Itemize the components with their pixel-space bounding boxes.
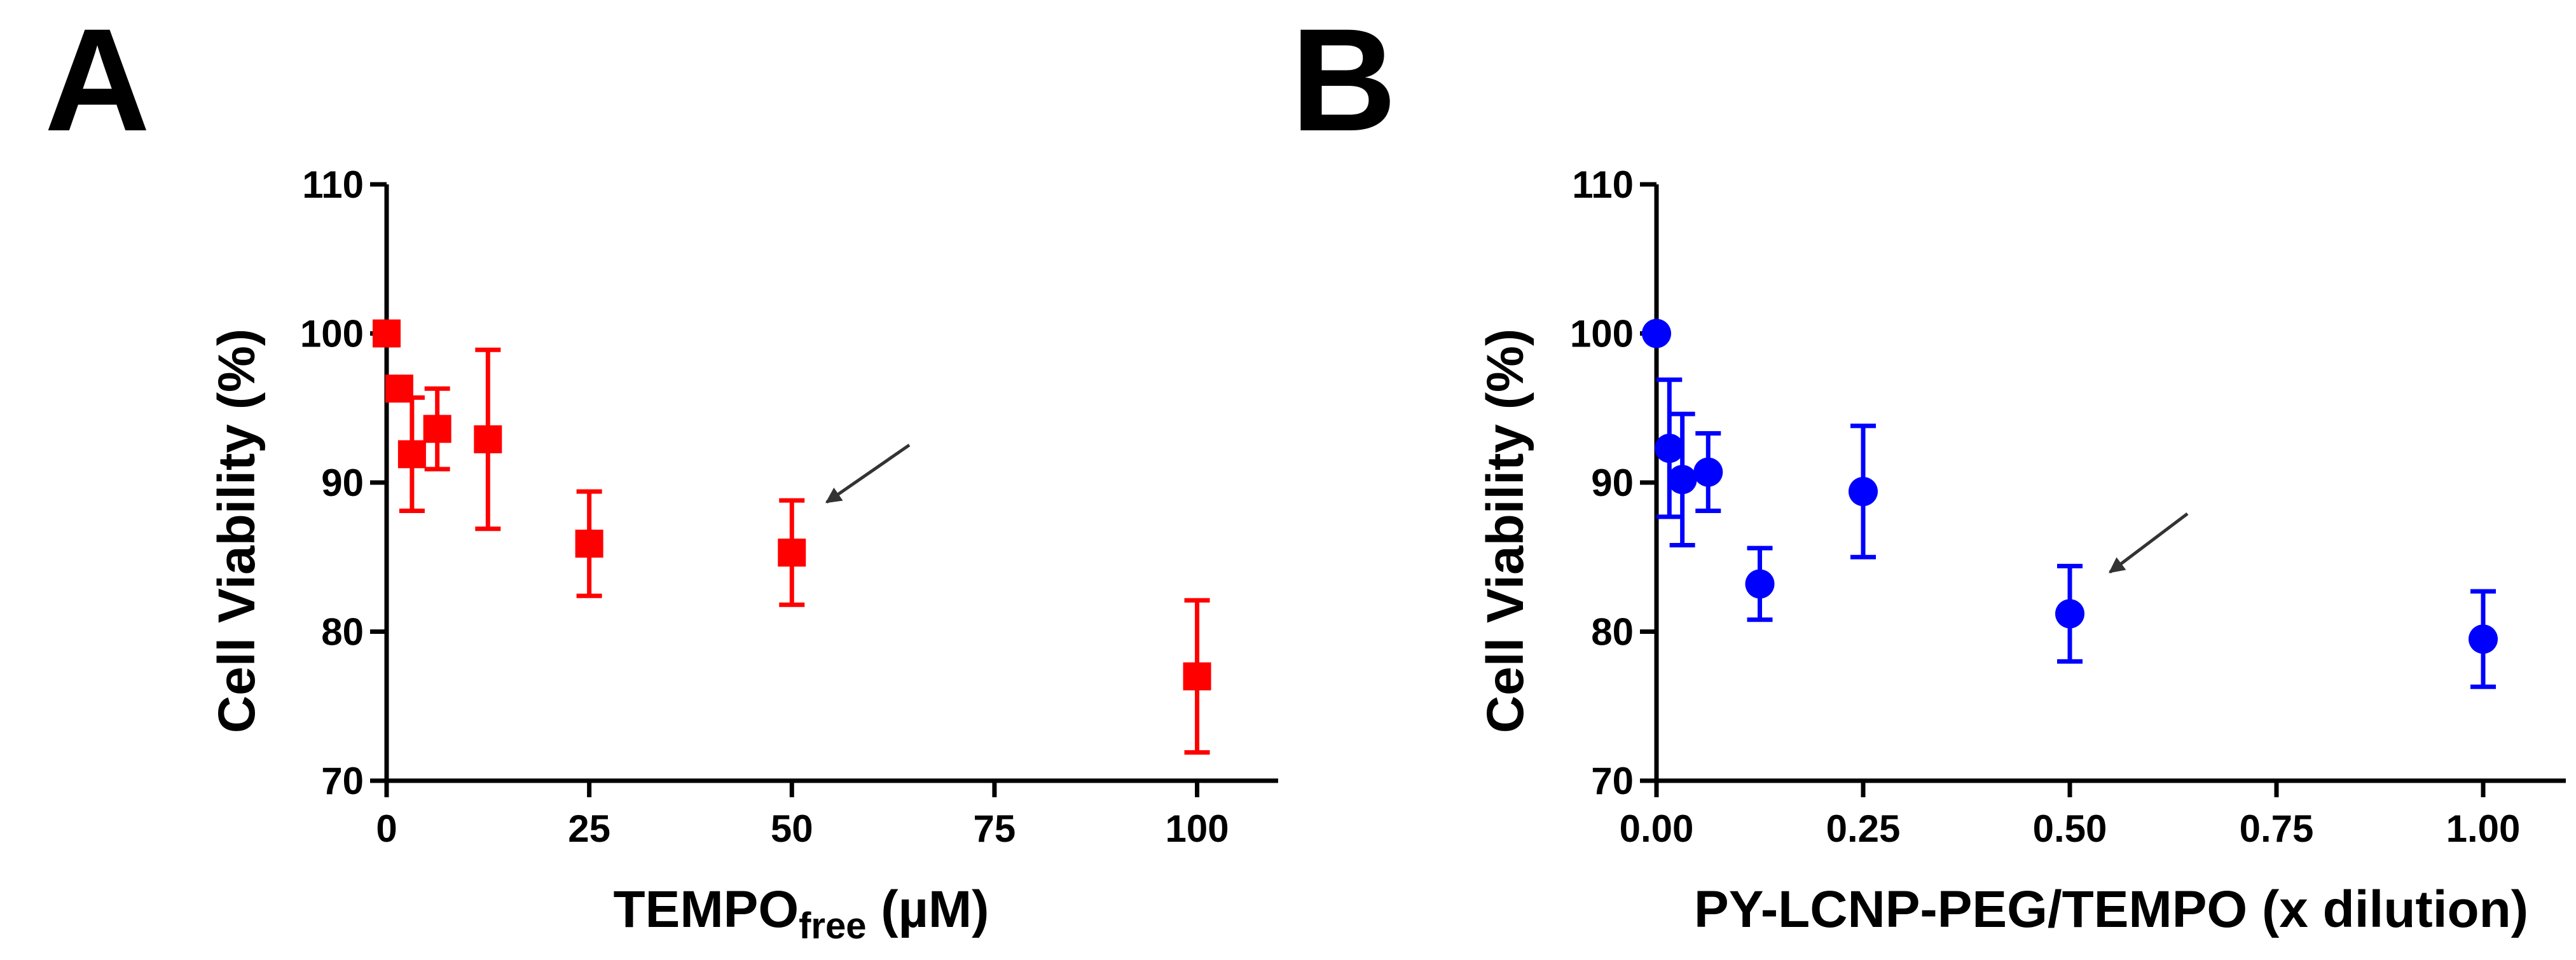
panel-b: B 70 80 90 100 110 0.00 0.25 0.50 0.75 1.00 Cell … [1291, 0, 2566, 938]
panel-a-data-point [778, 538, 806, 567]
panel-a-data-point [423, 415, 451, 443]
panel-a-x-tick-label: 25 [568, 807, 610, 850]
panel-b-data-point [2469, 624, 2498, 654]
panel-b-data-point [1745, 569, 1775, 599]
panel-a-y-tick-label: 110 [302, 163, 364, 206]
panel-a: A 70 80 90 100 110 0 25 50 75 100 Cell Viability … [45, 0, 1278, 947]
panel-a-x-axis-subscript: free [799, 905, 866, 947]
panel-b-x-tick-label: 0.50 [2033, 807, 2107, 850]
panel-a-data-point [1183, 662, 1211, 690]
panel-b-data-point [1693, 457, 1723, 487]
panel-a-y-tick-label: 100 [300, 313, 364, 355]
panel-b-data-point [1849, 477, 1878, 507]
panel-b-y-tick-label: 90 [1591, 462, 1634, 504]
panel-a-annotation-arrow [825, 443, 911, 504]
panel-a-y-tick-label: 80 [321, 611, 364, 654]
panel-b-x-tick-label: 0.75 [2240, 807, 2314, 850]
panel-b-data-point [1642, 319, 1671, 348]
panel-b-y-tick-label: 100 [1570, 313, 1634, 355]
panel-a-y-tick-label: 90 [321, 462, 364, 504]
panel-b-data-point [1667, 465, 1697, 495]
panel-b-label: B [1291, 0, 1396, 161]
panel-b-x-axis-title: PY-LCNP-PEG/TEMPO (x dilution) [1694, 881, 2528, 938]
panel-a-plot: 70 80 90 100 110 0 25 50 75 100 [300, 163, 1278, 850]
panel-a-x-tick-label: 0 [376, 807, 397, 850]
panel-a-x-tick-label: 100 [1165, 807, 1229, 850]
panel-a-data-point [373, 319, 401, 348]
panel-b-y-tick-label: 70 [1591, 760, 1634, 802]
panel-a-data-point [474, 425, 502, 453]
panel-b-data-point [1655, 434, 1684, 463]
panel-a-x-axis-unit: (µM) [867, 881, 989, 938]
panel-b-x-tick-label: 0.25 [1826, 807, 1901, 850]
panel-b-data-point [2055, 599, 2084, 629]
panel-a-data-point [575, 530, 603, 558]
panel-a-label: A [45, 0, 150, 161]
panel-b-plot: 70 80 90 100 110 0.00 0.25 0.50 0.75 1.00 [1570, 163, 2566, 850]
panel-b-y-tick-label: 110 [1572, 163, 1634, 206]
panel-a-x-tick-label: 50 [771, 807, 813, 850]
panel-b-x-tick-label: 0.00 [1620, 807, 1694, 850]
panel-a-x-tick-label: 75 [974, 807, 1016, 850]
panel-b-annotation-arrow [2109, 512, 2189, 573]
panel-b-x-tick-label: 1.00 [2446, 807, 2521, 850]
panel-b-y-axis-title: Cell Viability (%) [1477, 329, 1534, 733]
panel-a-x-axis-title: TEMPOfree (µM) [614, 881, 989, 947]
panel-b-y-tick-label: 80 [1591, 611, 1634, 654]
panel-a-y-axis-title: Cell Viability (%) [208, 329, 266, 733]
panel-a-y-tick-label: 70 [321, 760, 364, 802]
panel-a-data-point [397, 440, 426, 469]
